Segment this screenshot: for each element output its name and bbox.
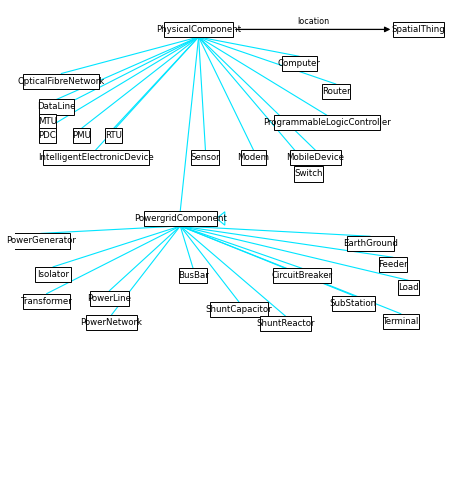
FancyBboxPatch shape	[144, 211, 217, 226]
FancyBboxPatch shape	[39, 114, 56, 129]
Polygon shape	[187, 26, 210, 37]
Text: EarthGround: EarthGround	[343, 240, 398, 248]
Text: MobileDevice: MobileDevice	[286, 153, 344, 162]
FancyBboxPatch shape	[210, 302, 268, 317]
Text: RTU: RTU	[105, 131, 122, 140]
Text: IntelligentElectronicDevice: IntelligentElectronicDevice	[37, 153, 154, 162]
FancyBboxPatch shape	[347, 236, 393, 252]
Text: PhysicalComponent: PhysicalComponent	[156, 25, 241, 34]
Text: Terminal: Terminal	[383, 317, 419, 326]
FancyBboxPatch shape	[393, 22, 444, 37]
Text: Computer: Computer	[278, 60, 321, 68]
FancyBboxPatch shape	[86, 315, 137, 330]
Text: PowergridComponent: PowergridComponent	[134, 214, 227, 223]
FancyBboxPatch shape	[12, 233, 70, 249]
FancyBboxPatch shape	[290, 150, 340, 165]
FancyBboxPatch shape	[383, 314, 419, 329]
Text: PowerGenerator: PowerGenerator	[6, 237, 75, 245]
Polygon shape	[217, 212, 225, 225]
Text: Modem: Modem	[237, 153, 270, 162]
Text: Router: Router	[322, 87, 350, 96]
FancyBboxPatch shape	[23, 73, 100, 89]
Text: Transformer: Transformer	[21, 297, 73, 306]
FancyBboxPatch shape	[35, 267, 71, 282]
Text: PMU: PMU	[73, 131, 91, 140]
FancyBboxPatch shape	[398, 280, 419, 295]
FancyBboxPatch shape	[39, 128, 56, 143]
Text: DataLine: DataLine	[37, 102, 76, 111]
FancyBboxPatch shape	[179, 268, 207, 284]
Text: OpticalFibreNetwork: OpticalFibreNetwork	[18, 77, 105, 85]
FancyBboxPatch shape	[379, 257, 407, 273]
FancyBboxPatch shape	[90, 291, 129, 306]
Text: ShuntCapacitor: ShuntCapacitor	[206, 305, 272, 314]
FancyBboxPatch shape	[164, 22, 233, 37]
Text: BusBar: BusBar	[178, 271, 209, 280]
Text: ProgrammableLogicController: ProgrammableLogicController	[263, 118, 391, 127]
Text: PowerLine: PowerLine	[87, 294, 131, 303]
Text: SubStation: SubStation	[330, 299, 377, 308]
Text: Isolator: Isolator	[37, 270, 69, 279]
Text: MTU: MTU	[38, 117, 57, 126]
Text: location: location	[297, 17, 329, 25]
FancyBboxPatch shape	[332, 296, 375, 311]
Text: ShuntReactor: ShuntReactor	[256, 319, 315, 328]
Polygon shape	[169, 216, 191, 226]
FancyBboxPatch shape	[105, 128, 122, 143]
Text: SpatialThing: SpatialThing	[392, 25, 445, 34]
FancyBboxPatch shape	[273, 268, 331, 284]
Text: Sensor: Sensor	[191, 153, 220, 162]
Text: Switch: Switch	[294, 169, 323, 179]
FancyBboxPatch shape	[191, 150, 219, 165]
Text: PDC: PDC	[38, 131, 56, 140]
FancyBboxPatch shape	[294, 167, 322, 181]
FancyBboxPatch shape	[282, 56, 317, 72]
FancyBboxPatch shape	[73, 128, 90, 143]
FancyBboxPatch shape	[322, 84, 350, 99]
Text: PowerNetwork: PowerNetwork	[81, 318, 143, 327]
Text: Load: Load	[398, 283, 419, 292]
Text: Feeder: Feeder	[378, 260, 408, 269]
FancyBboxPatch shape	[39, 99, 74, 115]
FancyBboxPatch shape	[43, 150, 148, 165]
FancyBboxPatch shape	[274, 115, 380, 130]
FancyBboxPatch shape	[241, 150, 266, 165]
FancyBboxPatch shape	[23, 294, 70, 309]
FancyBboxPatch shape	[260, 316, 311, 331]
Text: CircuitBreaker: CircuitBreaker	[272, 271, 333, 280]
